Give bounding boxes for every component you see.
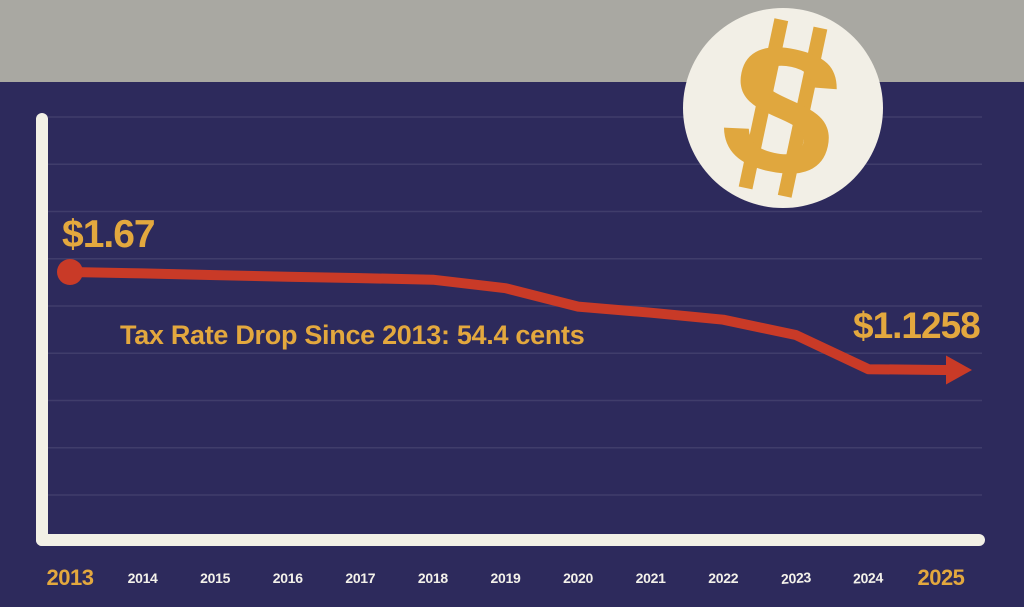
badge-circle: [683, 8, 883, 208]
chart-title: Tax Rate Drop Since 2013: 54.4 cents: [120, 320, 585, 350]
end-value-label: $1.1258: [853, 305, 981, 346]
start-value-label: $1.67: [62, 213, 156, 256]
dollar-badge: S: [683, 3, 883, 218]
